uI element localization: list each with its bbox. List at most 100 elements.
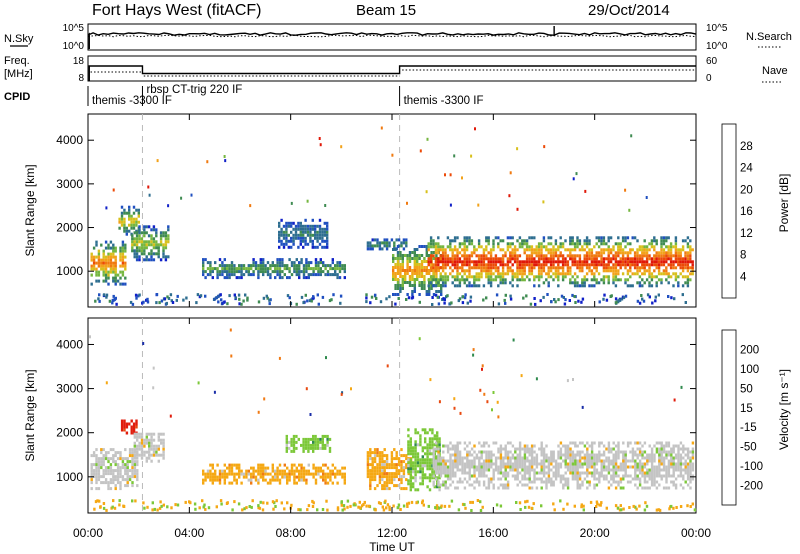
data-cell	[542, 236, 546, 240]
data-cell	[143, 453, 146, 457]
data-cell	[343, 267, 346, 271]
data-cell	[528, 480, 531, 484]
data-cell	[305, 481, 308, 485]
data-cell	[590, 450, 594, 454]
data-cell	[421, 428, 424, 432]
speckle-cell	[167, 204, 170, 208]
speckle-cell	[299, 508, 302, 512]
data-cell	[437, 269, 440, 272]
data-cell	[407, 470, 410, 474]
data-cell	[123, 422, 126, 426]
data-cell	[583, 254, 586, 258]
data-cell	[641, 284, 644, 288]
data-cell	[684, 263, 687, 267]
data-cell	[278, 224, 281, 228]
data-cell	[564, 275, 567, 279]
data-cell	[138, 237, 141, 241]
data-cell	[140, 438, 144, 442]
data-cell	[254, 267, 258, 271]
data-cell	[653, 483, 656, 487]
data-cell	[626, 278, 630, 282]
data-cell	[624, 453, 627, 457]
data-cell	[424, 476, 427, 480]
data-cell	[409, 440, 412, 444]
data-cell	[309, 224, 312, 228]
data-cell	[319, 273, 322, 277]
speckle-cell	[176, 503, 180, 507]
data-cell	[470, 474, 474, 478]
data-cell	[602, 266, 606, 270]
data-cell	[691, 450, 695, 454]
data-cell	[619, 477, 623, 481]
data-cell	[650, 284, 654, 288]
data-cell	[492, 477, 495, 481]
data-cell	[679, 468, 683, 472]
speckle-cell	[552, 502, 555, 506]
data-cell	[145, 438, 148, 442]
data-cell	[319, 437, 322, 441]
speckle-cell	[605, 506, 608, 510]
data-cell	[437, 450, 440, 454]
data-cell	[494, 465, 498, 469]
speckle-cell	[203, 503, 206, 507]
data-cell	[314, 224, 317, 228]
data-cell	[230, 463, 234, 467]
data-cell	[128, 422, 131, 426]
data-cell	[314, 440, 317, 444]
data-cell	[420, 254, 424, 257]
data-cell	[545, 471, 548, 475]
speckle-cell	[272, 507, 275, 511]
data-cell	[581, 278, 584, 282]
data-cell	[124, 261, 127, 265]
data-cell	[421, 473, 424, 477]
data-cell	[150, 252, 153, 256]
data-cell	[691, 248, 694, 252]
data-cell	[564, 257, 567, 261]
data-cell	[116, 472, 120, 476]
data-cell	[621, 260, 625, 264]
data-cell	[124, 243, 127, 247]
data-cell	[485, 486, 488, 490]
data-cell	[438, 488, 441, 492]
data-cell	[489, 263, 493, 267]
data-cell	[400, 478, 403, 482]
data-cell	[283, 469, 286, 473]
data-cell	[653, 477, 656, 481]
speckle-cell	[89, 335, 91, 339]
data-cell	[552, 263, 555, 267]
data-cell	[143, 252, 146, 256]
data-cell	[506, 462, 510, 466]
data-cell	[549, 260, 553, 264]
data-cell	[150, 444, 153, 448]
data-cell	[392, 248, 395, 251]
data-cell	[343, 276, 346, 280]
data-cell	[650, 453, 654, 457]
speckle-cell	[112, 294, 115, 298]
data-cell	[650, 474, 654, 478]
data-cell	[681, 284, 685, 288]
data-cell	[470, 260, 474, 264]
data-cell	[482, 269, 486, 273]
data-cell	[638, 483, 642, 487]
speckle-cell	[435, 506, 439, 510]
data-cell	[595, 468, 599, 472]
data-cell	[525, 248, 529, 252]
data-cell	[667, 465, 671, 469]
data-cell	[162, 246, 165, 250]
data-cell	[269, 276, 272, 280]
data-cell	[456, 468, 459, 472]
data-cell	[662, 251, 666, 255]
data-cell	[326, 224, 329, 228]
data-cell	[407, 443, 410, 447]
data-cell	[461, 260, 464, 264]
data-cell	[143, 441, 146, 445]
speckle-cell	[141, 301, 144, 305]
data-cell	[554, 275, 558, 279]
data-cell	[674, 456, 678, 460]
data-cell	[451, 281, 454, 285]
data-cell	[609, 269, 613, 273]
data-cell	[310, 261, 313, 265]
data-cell	[576, 486, 579, 490]
speckle-cell	[184, 500, 187, 504]
data-cell	[669, 242, 673, 246]
